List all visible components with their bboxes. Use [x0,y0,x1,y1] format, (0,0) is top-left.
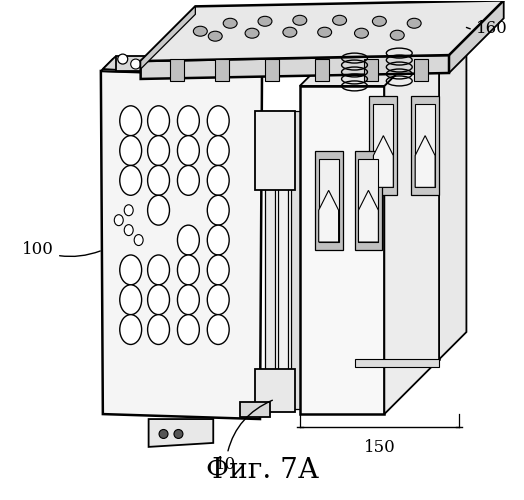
Ellipse shape [208,255,229,285]
Polygon shape [365,59,378,81]
Ellipse shape [174,430,183,438]
Ellipse shape [223,18,237,28]
Ellipse shape [178,285,199,314]
Ellipse shape [193,26,208,36]
Polygon shape [300,86,384,414]
Ellipse shape [120,106,141,136]
Polygon shape [255,370,295,412]
Ellipse shape [208,196,229,225]
Ellipse shape [120,166,141,196]
Ellipse shape [178,166,199,196]
Ellipse shape [120,285,141,314]
Ellipse shape [293,16,307,26]
Polygon shape [415,104,435,188]
Ellipse shape [148,314,169,344]
Polygon shape [415,136,435,188]
Text: Фиг. 7А: Фиг. 7А [205,458,319,484]
Polygon shape [278,111,288,409]
Ellipse shape [148,106,169,136]
Polygon shape [358,190,378,242]
Polygon shape [265,59,279,81]
Ellipse shape [178,225,199,255]
Polygon shape [374,104,394,188]
Ellipse shape [159,430,168,438]
Ellipse shape [208,106,229,136]
Ellipse shape [118,54,128,64]
Polygon shape [170,59,184,81]
Ellipse shape [148,136,169,166]
Polygon shape [369,96,397,196]
Polygon shape [300,31,439,86]
Ellipse shape [178,255,199,285]
Ellipse shape [148,166,169,196]
Polygon shape [101,71,262,419]
Ellipse shape [130,59,140,69]
Ellipse shape [283,27,297,37]
Ellipse shape [148,285,169,314]
Polygon shape [140,6,195,69]
Ellipse shape [245,28,259,38]
Ellipse shape [208,225,229,255]
Polygon shape [116,56,176,71]
Ellipse shape [208,285,229,314]
Polygon shape [140,55,449,79]
Polygon shape [319,158,339,242]
Ellipse shape [178,136,199,166]
Polygon shape [384,31,439,414]
Polygon shape [439,4,466,360]
Ellipse shape [120,136,141,166]
Ellipse shape [178,314,199,344]
Ellipse shape [114,214,123,226]
Polygon shape [355,150,383,250]
Ellipse shape [333,16,346,26]
Polygon shape [103,57,179,73]
Polygon shape [319,190,339,242]
Polygon shape [358,158,378,242]
Ellipse shape [208,166,229,196]
Polygon shape [414,59,428,81]
Polygon shape [149,419,213,447]
Polygon shape [240,402,270,417]
Ellipse shape [120,255,141,285]
Ellipse shape [178,106,199,136]
Text: 150: 150 [364,439,395,456]
Text: 100: 100 [22,242,100,258]
Ellipse shape [208,136,229,166]
Ellipse shape [258,16,272,26]
Polygon shape [265,111,275,409]
Ellipse shape [134,234,143,246]
Text: 10: 10 [215,400,272,473]
Polygon shape [255,111,295,190]
Ellipse shape [208,31,222,41]
Polygon shape [374,136,394,188]
Polygon shape [291,111,301,409]
Ellipse shape [407,18,421,28]
Polygon shape [315,59,329,81]
Ellipse shape [318,27,332,37]
Polygon shape [355,31,439,360]
Text: 160: 160 [466,20,507,37]
Ellipse shape [355,28,368,38]
Polygon shape [140,0,504,61]
Polygon shape [101,59,274,76]
Ellipse shape [124,224,133,235]
Polygon shape [411,96,439,196]
Ellipse shape [124,205,133,216]
Ellipse shape [148,255,169,285]
Polygon shape [449,0,504,73]
Ellipse shape [390,30,404,40]
Ellipse shape [148,196,169,225]
Polygon shape [355,360,439,368]
Polygon shape [315,150,343,250]
Polygon shape [215,59,229,81]
Ellipse shape [208,314,229,344]
Ellipse shape [373,16,386,26]
Ellipse shape [120,314,141,344]
